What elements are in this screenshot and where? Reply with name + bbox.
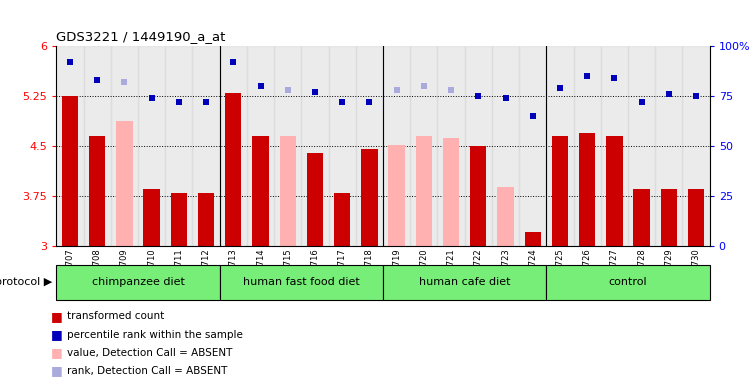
Bar <box>579 132 596 246</box>
Bar <box>574 46 601 246</box>
Bar <box>383 46 410 246</box>
Bar <box>443 138 459 246</box>
Bar <box>606 136 623 246</box>
Bar <box>437 46 465 246</box>
Bar <box>465 46 492 246</box>
Bar <box>492 46 519 246</box>
Text: rank, Detection Call = ABSENT: rank, Detection Call = ABSENT <box>67 366 228 376</box>
Bar <box>252 136 269 246</box>
Bar <box>219 46 247 246</box>
Bar <box>83 46 111 246</box>
Bar <box>219 265 383 300</box>
Bar <box>661 189 677 246</box>
Text: ■: ■ <box>51 346 63 359</box>
Text: human cafe diet: human cafe diet <box>419 277 511 287</box>
Text: ■: ■ <box>51 310 63 323</box>
Text: ■: ■ <box>51 364 63 377</box>
Bar <box>410 46 437 246</box>
Bar <box>170 192 187 246</box>
Bar <box>388 145 405 246</box>
Bar <box>62 96 78 246</box>
Text: value, Detection Call = ABSENT: value, Detection Call = ABSENT <box>67 348 233 358</box>
Bar <box>225 93 241 246</box>
Bar <box>655 46 683 246</box>
Bar <box>361 149 378 246</box>
Bar <box>547 265 710 300</box>
Text: chimpanzee diet: chimpanzee diet <box>92 277 185 287</box>
Bar <box>89 136 105 246</box>
Text: transformed count: transformed count <box>67 311 164 321</box>
Bar <box>301 46 328 246</box>
Bar <box>165 46 192 246</box>
Bar <box>633 189 650 246</box>
Bar <box>247 46 274 246</box>
Bar <box>328 46 356 246</box>
Bar <box>198 192 214 246</box>
Bar <box>56 265 219 300</box>
Text: percentile rank within the sample: percentile rank within the sample <box>67 329 243 339</box>
Bar <box>334 192 350 246</box>
Bar <box>601 46 628 246</box>
Bar <box>116 121 132 246</box>
Bar <box>356 46 383 246</box>
Bar <box>683 46 710 246</box>
Text: GDS3221 / 1449190_a_at: GDS3221 / 1449190_a_at <box>56 30 226 43</box>
Bar <box>279 136 296 246</box>
Bar <box>524 232 541 246</box>
Bar <box>552 136 568 246</box>
Bar <box>274 46 301 246</box>
Bar <box>383 265 547 300</box>
Bar <box>56 46 83 246</box>
Bar <box>519 46 546 246</box>
Bar <box>192 46 219 246</box>
Text: ■: ■ <box>51 328 63 341</box>
Bar <box>416 136 432 246</box>
Bar <box>138 46 165 246</box>
Bar <box>688 189 704 246</box>
Bar <box>497 187 514 246</box>
Text: protocol ▶: protocol ▶ <box>0 277 53 287</box>
Bar <box>306 152 323 246</box>
Text: human fast food diet: human fast food diet <box>243 277 360 287</box>
Text: control: control <box>609 277 647 287</box>
Bar <box>547 46 574 246</box>
Bar <box>470 146 487 246</box>
Bar <box>628 46 655 246</box>
Bar <box>143 189 160 246</box>
Bar <box>111 46 138 246</box>
